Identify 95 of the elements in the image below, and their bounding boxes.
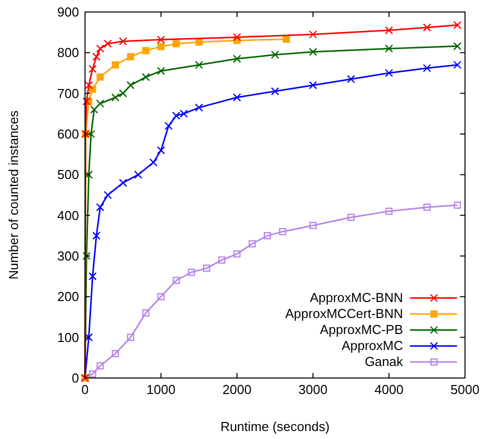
y-tick-label: 0 xyxy=(72,370,79,386)
x-tick-label: 3000 xyxy=(298,382,328,397)
point xyxy=(142,309,150,317)
point xyxy=(233,250,241,258)
y-tick-label: 500 xyxy=(57,167,79,182)
y-tick-label: 800 xyxy=(57,45,79,60)
y-tick-label: 700 xyxy=(57,86,79,101)
point xyxy=(127,334,134,341)
x-tick-label: 1000 xyxy=(146,382,176,397)
point xyxy=(172,276,180,284)
y-tick-label: 400 xyxy=(57,208,79,223)
point xyxy=(96,362,104,370)
point xyxy=(385,208,393,215)
point xyxy=(188,268,195,276)
point xyxy=(118,89,128,98)
point xyxy=(423,204,431,211)
point xyxy=(308,48,318,56)
point xyxy=(232,54,242,63)
point xyxy=(104,40,112,48)
point xyxy=(88,64,97,74)
point xyxy=(134,170,142,179)
point xyxy=(126,81,135,90)
point xyxy=(422,23,432,32)
y-tick-label: 600 xyxy=(57,126,79,142)
point xyxy=(248,240,256,248)
point xyxy=(118,178,128,187)
legend-label: ApproxMC xyxy=(342,338,403,353)
point xyxy=(90,106,98,114)
point xyxy=(279,228,286,236)
point xyxy=(89,86,96,93)
point xyxy=(454,202,461,209)
point xyxy=(96,99,104,108)
point xyxy=(232,33,242,42)
point xyxy=(86,130,96,138)
point xyxy=(384,68,394,78)
point xyxy=(142,72,150,82)
point xyxy=(84,81,93,90)
point xyxy=(92,232,100,240)
point xyxy=(453,42,462,50)
point xyxy=(282,36,290,43)
legend-label: ApproxMCCert-BNN xyxy=(285,306,403,321)
point xyxy=(156,146,166,154)
y-tick-label: 100 xyxy=(57,330,79,345)
point xyxy=(194,103,204,112)
x-axis-title: Runtime (seconds) xyxy=(220,419,330,434)
point xyxy=(112,61,119,68)
y-tick-label: 200 xyxy=(57,289,79,304)
x-tick-label: 2000 xyxy=(222,382,252,397)
point xyxy=(118,37,128,46)
point xyxy=(111,93,120,102)
point xyxy=(157,293,165,300)
point xyxy=(89,370,96,378)
point xyxy=(127,53,134,60)
point xyxy=(96,73,104,81)
point xyxy=(270,87,280,96)
point xyxy=(164,122,173,130)
point xyxy=(308,30,318,38)
point xyxy=(156,66,166,76)
point xyxy=(172,40,180,48)
y-tick-label: 900 xyxy=(57,4,79,20)
point xyxy=(384,44,394,53)
point xyxy=(88,272,97,280)
point xyxy=(347,214,355,221)
point xyxy=(142,47,150,54)
y-tick-label: 300 xyxy=(57,248,79,264)
legend-label: Ganak xyxy=(364,354,404,369)
point xyxy=(270,50,280,59)
legend-label: ApproxMC-BNN xyxy=(310,290,403,305)
point xyxy=(422,64,432,72)
point xyxy=(194,60,204,69)
x-tick-label: 5000 xyxy=(450,382,480,397)
point xyxy=(96,203,104,212)
point xyxy=(453,60,462,69)
point xyxy=(346,75,356,84)
y-axis-title: Number of counted instances xyxy=(6,110,21,280)
point xyxy=(112,350,119,358)
point xyxy=(264,232,271,240)
x-tick-label: 4000 xyxy=(374,382,404,397)
point xyxy=(157,42,165,50)
point xyxy=(453,20,462,30)
point xyxy=(96,44,104,53)
point xyxy=(308,81,318,90)
point xyxy=(82,252,91,260)
point xyxy=(232,93,242,102)
point xyxy=(104,190,112,200)
legend-label: ApproxMC-PB xyxy=(320,322,403,337)
point xyxy=(203,264,210,272)
point xyxy=(309,222,317,230)
point xyxy=(384,26,394,34)
point xyxy=(92,52,100,61)
point xyxy=(149,158,158,167)
point xyxy=(82,97,91,106)
point xyxy=(218,256,226,264)
x-tick-label: 0 xyxy=(81,382,89,397)
point xyxy=(156,36,166,44)
